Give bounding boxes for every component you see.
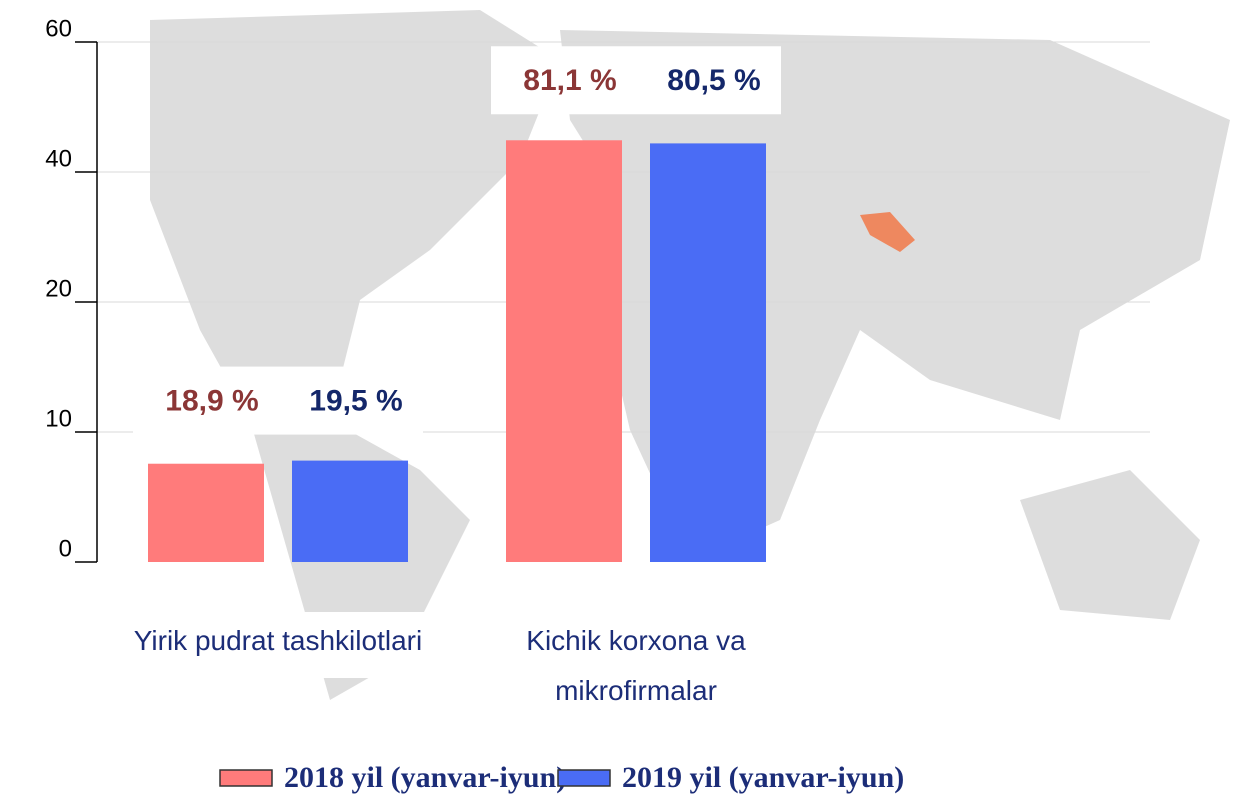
bar xyxy=(148,463,264,562)
y-tick-label: 20 xyxy=(45,275,72,302)
value-label: 81,1 % xyxy=(523,64,616,97)
y-tick-label: 60 xyxy=(45,15,72,42)
legend-swatch xyxy=(219,769,273,787)
bar xyxy=(650,143,766,562)
legend-label: 2019 yil (yanvar-iyun) xyxy=(622,761,904,794)
y-tick-label: 40 xyxy=(45,145,72,172)
x-tick-label: Yirik pudrat tashkilotlari xyxy=(118,612,438,678)
value-label: 80,5 % xyxy=(667,64,760,97)
value-label: 19,5 % xyxy=(309,385,402,418)
y-tick-label: 10 xyxy=(45,405,72,432)
x-tick-label: Kichik korxona va mikrofirmalar xyxy=(476,612,796,728)
bar xyxy=(292,460,408,562)
value-label-box xyxy=(491,46,781,115)
legend-swatch xyxy=(557,769,611,787)
legend-label: 2018 yil (yanvar-iyun) xyxy=(284,761,566,794)
y-tick-label: 0 xyxy=(59,535,72,562)
value-label-box xyxy=(133,366,423,435)
bar xyxy=(506,140,622,562)
value-label: 18,9 % xyxy=(165,385,258,418)
